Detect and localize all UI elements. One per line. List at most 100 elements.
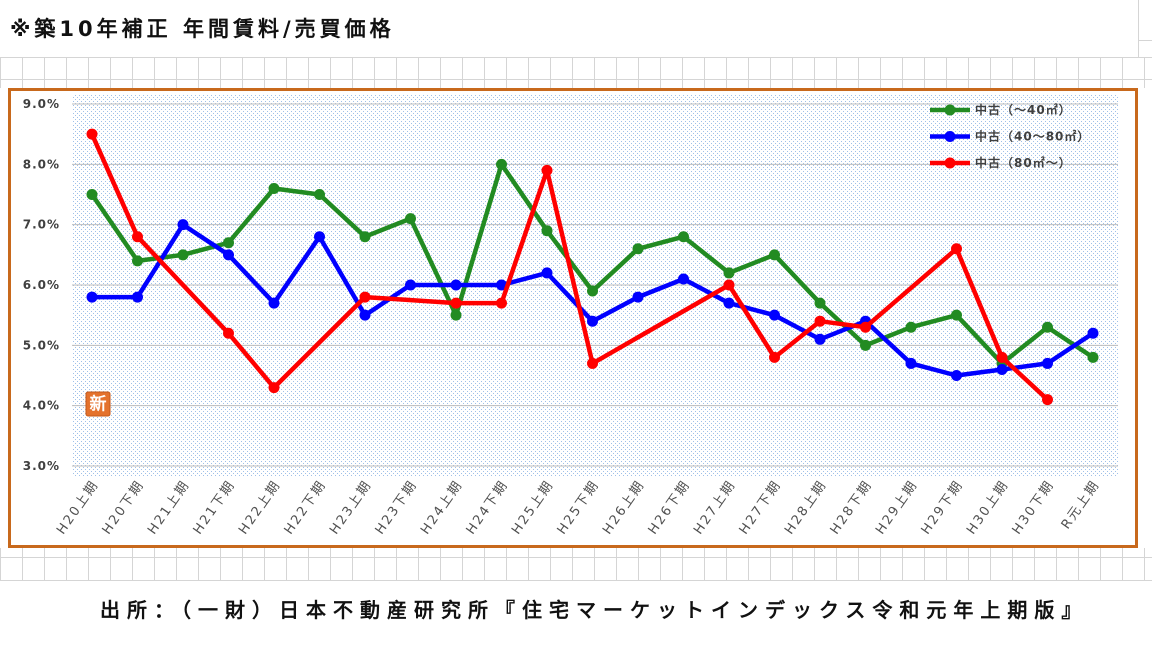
chart-frame[interactable]: 9.0% 8.0% 7.0% 6.0% 5.0% 4.0% 3.0% H20上期 H20下期 H… [8, 88, 1138, 548]
series-1-point [1087, 351, 1099, 363]
y-tick-label: 7.0% [23, 218, 60, 232]
x-tick-label: H25下期 [555, 478, 603, 538]
series-3-point [587, 357, 598, 369]
x-tick-label: H23下期 [373, 478, 421, 538]
series-2-point [268, 297, 280, 309]
x-tick-label: H23上期 [327, 478, 375, 538]
series-2-point [359, 309, 371, 321]
legend-label: 中古（～40㎡） [975, 102, 1072, 117]
series-2-point [996, 363, 1008, 375]
sheet-row-line [0, 580, 1152, 581]
x-tick-label: H27上期 [691, 478, 739, 538]
legend-label: 中古（40～80㎡） [975, 129, 1090, 144]
x-tick-label: H21下期 [191, 478, 239, 538]
y-tick-label: 6.0% [23, 278, 60, 292]
series-3-point [132, 231, 143, 243]
series-1-point [223, 237, 234, 249]
series-3-point [450, 297, 462, 309]
series-2-point [1087, 327, 1099, 339]
x-tick-label: H24下期 [464, 478, 512, 538]
x-tick-label: H29下期 [919, 478, 967, 538]
legend-marker [944, 131, 956, 142]
y-tick-label: 5.0% [23, 338, 60, 352]
series-2-point [1042, 357, 1053, 369]
legend-marker [944, 157, 956, 169]
series-1-point [678, 231, 689, 243]
sheet-row-line [0, 79, 1152, 80]
x-tick-label: H30上期 [964, 478, 1012, 538]
series-2-point [769, 309, 780, 321]
y-axis-labels: 9.0% 8.0% 7.0% 6.0% 5.0% 4.0% 3.0% [23, 97, 60, 473]
series-1-point [541, 225, 553, 237]
series-1-point [405, 213, 416, 225]
series-1-point [177, 249, 189, 261]
legend-marker [944, 104, 956, 116]
sheet-row-line [0, 57, 1152, 58]
series-1-point [132, 255, 143, 267]
series-3-point [1042, 394, 1053, 406]
series-2-point [905, 357, 917, 369]
chart-title: ※築10年補正 年間賃料/売買価格 [10, 17, 395, 41]
legend-label: 中古（80㎡～） [975, 155, 1072, 170]
series-1-point [314, 189, 325, 200]
series-1-point [723, 267, 735, 279]
series-3-point [86, 128, 98, 140]
series-2-point [177, 219, 189, 231]
series-3-line [89, 131, 1050, 402]
x-tick-label: R元上期 [1059, 478, 1103, 533]
series-3-point [951, 243, 962, 255]
series-3-point [359, 291, 371, 303]
series-2-point [814, 333, 826, 345]
legend: 中古（～40㎡） 中古（40～80㎡） 中古（80㎡～） [930, 102, 1090, 170]
series-1-point [496, 158, 507, 170]
y-tick-label: 8.0% [23, 157, 60, 171]
series-2-point [314, 231, 325, 243]
x-tick-label: H28下期 [828, 478, 876, 538]
legend-item: 中古（～40㎡） [930, 102, 1072, 117]
new-badge-label: 新 [90, 394, 107, 415]
x-tick-label: H20下期 [100, 478, 148, 538]
series-3-point [496, 297, 507, 309]
series-1-point [587, 285, 598, 297]
series-2-point [723, 297, 735, 309]
series-3-point [223, 327, 234, 339]
series-2-point [951, 370, 962, 381]
x-tick-label: H26下期 [646, 478, 694, 538]
series-1-point [860, 339, 871, 351]
new-badge: 新 [85, 391, 111, 417]
series [86, 128, 1099, 406]
series-1-point [951, 309, 962, 321]
series-2-point [450, 279, 462, 291]
series-2-point [132, 291, 143, 303]
series-2-point [496, 279, 507, 291]
x-axis-labels: H20上期H20下期H21上期H21下期H22上期H22下期H23上期H23下期… [54, 478, 1103, 538]
series-3-point [996, 351, 1008, 363]
sheet-column-line [1138, 0, 1139, 57]
sheet-row-line [0, 557, 1152, 558]
x-tick-label: H26上期 [600, 478, 648, 538]
series-1-point [86, 189, 98, 200]
x-tick-label: H24上期 [418, 478, 466, 538]
series-2-point [587, 315, 598, 327]
series-3-point [541, 164, 553, 176]
series-2-point [223, 249, 234, 261]
x-tick-label: H29上期 [873, 478, 921, 538]
series-3-point [860, 321, 871, 333]
line-chart: 9.0%8.0%7.0%6.0%5.0%4.0%3.0% H20上期H20下期H… [23, 95, 1118, 538]
x-tick-label: H21上期 [145, 478, 193, 538]
series-3-point [268, 382, 280, 394]
new-badge-box [85, 391, 111, 417]
x-tick-label: H22下期 [282, 478, 330, 538]
source-note: 出所：（一財）日本不動産研究所『住宅マーケットインデックス令和元年上期版』 [100, 598, 1089, 622]
x-tick-label: H28上期 [782, 478, 830, 538]
series-1-point [450, 309, 462, 321]
sheet-row-line [1138, 40, 1152, 41]
series-1-point [359, 231, 371, 243]
x-tick-label: H20上期 [54, 478, 102, 538]
series-3-point [814, 315, 826, 327]
series-1-point [268, 182, 280, 194]
x-tick-label: H22上期 [236, 478, 284, 538]
series-2-point [86, 291, 98, 303]
series-1-point [769, 249, 780, 261]
